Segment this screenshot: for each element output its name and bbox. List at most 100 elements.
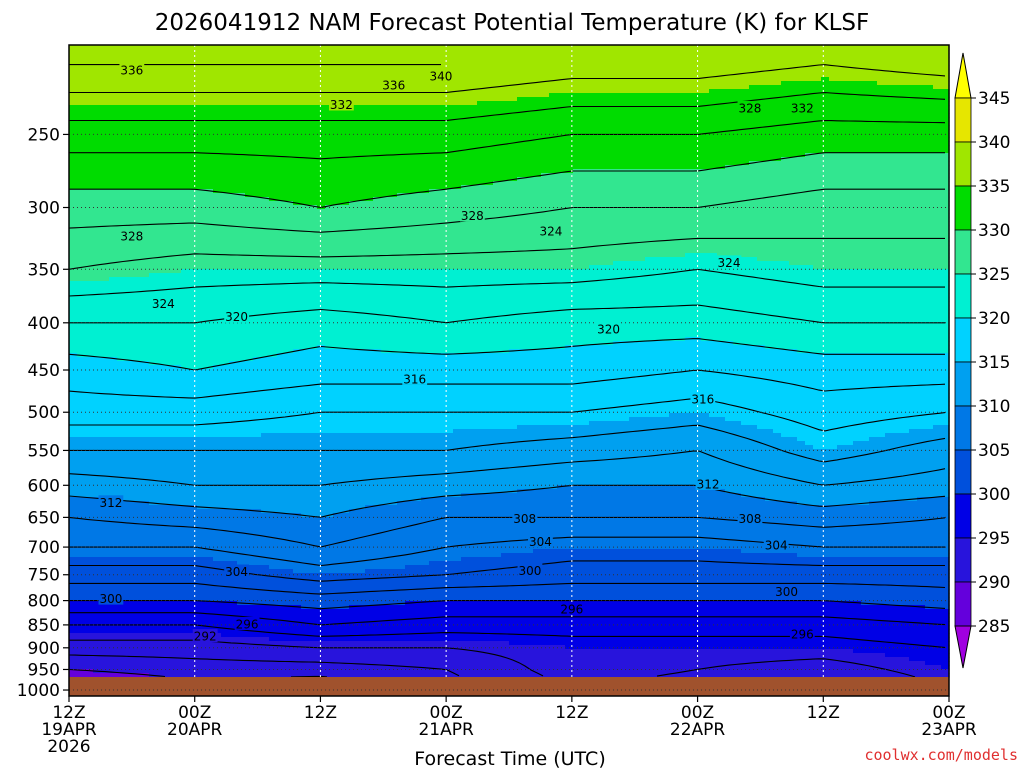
field-cell bbox=[277, 437, 286, 442]
field-cell bbox=[245, 45, 254, 50]
field-cell bbox=[309, 485, 318, 490]
field-cell bbox=[301, 145, 310, 150]
field-cell bbox=[109, 49, 118, 54]
field-cell bbox=[221, 345, 230, 350]
field-cell bbox=[93, 537, 102, 542]
field-cell bbox=[133, 221, 142, 226]
field-cell bbox=[133, 373, 142, 378]
field-cell bbox=[221, 645, 230, 650]
field-cell bbox=[157, 389, 166, 394]
field-cell bbox=[133, 309, 142, 314]
field-cell bbox=[101, 549, 110, 554]
field-cell bbox=[189, 325, 198, 330]
field-cell bbox=[237, 349, 246, 354]
field-cell bbox=[173, 589, 182, 594]
field-cell bbox=[173, 49, 182, 54]
field-cell bbox=[85, 525, 94, 530]
field-cell bbox=[245, 337, 254, 342]
field-cell bbox=[125, 509, 134, 514]
field-cell bbox=[253, 245, 262, 250]
field-cell bbox=[101, 257, 110, 262]
field-cell bbox=[109, 357, 118, 362]
field-cell bbox=[157, 409, 166, 414]
field-cell bbox=[173, 285, 182, 290]
field-cell bbox=[165, 541, 174, 546]
field-cell bbox=[277, 649, 286, 654]
field-cell bbox=[269, 97, 278, 102]
field-cell bbox=[205, 417, 214, 422]
field-cell bbox=[317, 137, 326, 142]
field-cell bbox=[93, 89, 102, 94]
field-cell bbox=[157, 177, 166, 182]
field-cell bbox=[261, 637, 270, 642]
field-cell bbox=[213, 565, 222, 570]
field-cell bbox=[229, 149, 238, 154]
field-cell bbox=[141, 129, 150, 134]
field-cell bbox=[149, 169, 158, 174]
field-cell bbox=[213, 109, 222, 114]
field-cell bbox=[157, 277, 166, 282]
field-cell bbox=[125, 193, 134, 198]
field-cell bbox=[205, 605, 214, 610]
field-cell bbox=[173, 113, 182, 118]
field-cell bbox=[69, 461, 78, 466]
field-cell bbox=[205, 209, 214, 214]
field-cell bbox=[301, 361, 310, 366]
field-cell bbox=[173, 353, 182, 358]
field-cell bbox=[149, 437, 158, 442]
field-cell bbox=[293, 633, 302, 638]
field-cell bbox=[277, 193, 286, 198]
field-cell bbox=[197, 441, 206, 446]
field-cell bbox=[165, 293, 174, 298]
field-cell bbox=[301, 249, 310, 254]
field-cell bbox=[85, 349, 94, 354]
field-cell bbox=[285, 77, 294, 82]
field-cell bbox=[93, 325, 102, 330]
field-cell bbox=[253, 481, 262, 486]
field-cell bbox=[277, 133, 286, 138]
field-cell bbox=[293, 409, 302, 414]
field-cell bbox=[165, 513, 174, 518]
field-cell bbox=[269, 489, 278, 494]
field-cell bbox=[149, 429, 158, 434]
field-cell bbox=[261, 433, 270, 438]
field-cell bbox=[285, 217, 294, 222]
field-cell bbox=[165, 653, 174, 658]
field-cell bbox=[269, 409, 278, 414]
field-cell bbox=[213, 261, 222, 266]
field-cell bbox=[277, 237, 286, 242]
field-cell bbox=[77, 637, 86, 642]
field-cell bbox=[237, 609, 246, 614]
field-cell bbox=[133, 525, 142, 530]
field-cell bbox=[133, 277, 142, 282]
field-cell bbox=[173, 633, 182, 638]
field-cell bbox=[173, 501, 182, 506]
field-cell bbox=[109, 181, 118, 186]
field-cell bbox=[93, 621, 102, 626]
field-cell bbox=[117, 225, 126, 230]
field-cell bbox=[189, 445, 198, 450]
field-cell bbox=[285, 645, 294, 650]
field-cell bbox=[221, 665, 230, 670]
field-cell bbox=[245, 309, 254, 314]
field-cell bbox=[221, 477, 230, 482]
field-cell bbox=[117, 257, 126, 262]
field-cell bbox=[237, 133, 246, 138]
field-cell bbox=[237, 417, 246, 422]
field-cell bbox=[157, 665, 166, 670]
field-cell bbox=[253, 593, 262, 598]
field-cell bbox=[277, 325, 286, 330]
field-cell bbox=[189, 477, 198, 482]
field-cell bbox=[93, 573, 102, 578]
field-cell bbox=[197, 429, 206, 434]
field-cell bbox=[77, 145, 86, 150]
field-cell bbox=[213, 173, 222, 178]
field-cell bbox=[293, 161, 302, 166]
field-cell bbox=[221, 325, 230, 330]
field-cell bbox=[165, 93, 174, 98]
field-cell bbox=[189, 241, 198, 246]
field-cell bbox=[309, 89, 318, 94]
field-cell bbox=[197, 101, 206, 106]
field-cell bbox=[245, 673, 254, 678]
field-cell bbox=[109, 361, 118, 366]
